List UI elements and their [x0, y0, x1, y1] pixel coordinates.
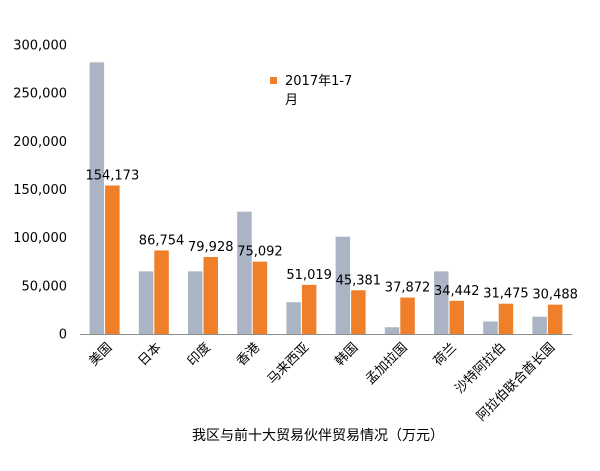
bar-series-1-3: [188, 271, 203, 334]
bar-series-1-4: [237, 211, 252, 334]
bar-series-1-8: [434, 271, 449, 334]
data-label-5: 51,019: [286, 268, 332, 283]
x-axis-title: 我区与前十大贸易伙伴贸易情况（万元）: [192, 427, 444, 444]
legend: 2017年1-7 月: [270, 74, 352, 108]
category-label-8: 荷兰: [431, 340, 460, 369]
y-tick-label: 300,000: [13, 39, 67, 54]
bar-series-1-9: [483, 321, 498, 334]
bar-series-2-3: [203, 257, 218, 334]
bar-series-2-8: [449, 300, 464, 334]
bar-series-2-1: [105, 185, 120, 334]
data-label-3: 79,928: [188, 240, 234, 255]
legend-swatch: [270, 77, 277, 84]
bar-marks: [89, 62, 563, 335]
bar-series-2-5: [301, 284, 317, 334]
bar-series-2-6: [351, 290, 366, 334]
category-label-5: 马来西亚: [265, 340, 312, 387]
data-label-4: 75,092: [237, 245, 283, 260]
category-label-6: 韩国: [332, 340, 361, 369]
bar-series-1-1: [89, 62, 105, 335]
bar-series-1-6: [335, 236, 351, 334]
bar-series-1-2: [138, 271, 154, 334]
category-label-1: 美国: [86, 340, 115, 369]
bar-series-2-7: [400, 297, 415, 334]
data-label-2: 86,754: [139, 233, 185, 248]
category-label-3: 印度: [184, 340, 214, 370]
category-label-7: 孟加拉国: [363, 340, 410, 387]
y-tick-label: 200,000: [13, 135, 67, 150]
bar-series-2-4: [252, 261, 268, 334]
y-tick-label: 0: [59, 328, 67, 343]
category-label-4: 香港: [234, 340, 263, 369]
bar-series-1-7: [384, 327, 400, 334]
data-label-8: 34,442: [434, 284, 480, 299]
y-tick-label: 100,000: [13, 231, 67, 246]
data-label-10: 30,488: [532, 288, 578, 303]
y-axis-ticks: 0 50,000 100,000 150,000 200,000 250,000 300,0…: [13, 39, 67, 343]
bar-series-2-10: [547, 304, 563, 334]
bar-series-2-9: [498, 303, 514, 334]
bar-series-2-2: [154, 250, 169, 334]
y-tick-label: 50,000: [22, 279, 68, 294]
data-label-7: 37,872: [385, 281, 431, 296]
bar-series-1-10: [532, 316, 547, 334]
data-label-1: 154,173: [85, 168, 139, 183]
legend-label-continued: 月: [285, 93, 298, 108]
data-label-6: 45,381: [336, 273, 382, 288]
bar-series-1-5: [286, 302, 301, 334]
y-tick-label: 250,000: [13, 87, 67, 102]
y-tick-label: 150,000: [13, 183, 67, 198]
legend-label: 2017年1-7: [285, 74, 352, 89]
category-label-2: 日本: [136, 340, 165, 369]
data-label-9: 31,475: [483, 287, 529, 302]
